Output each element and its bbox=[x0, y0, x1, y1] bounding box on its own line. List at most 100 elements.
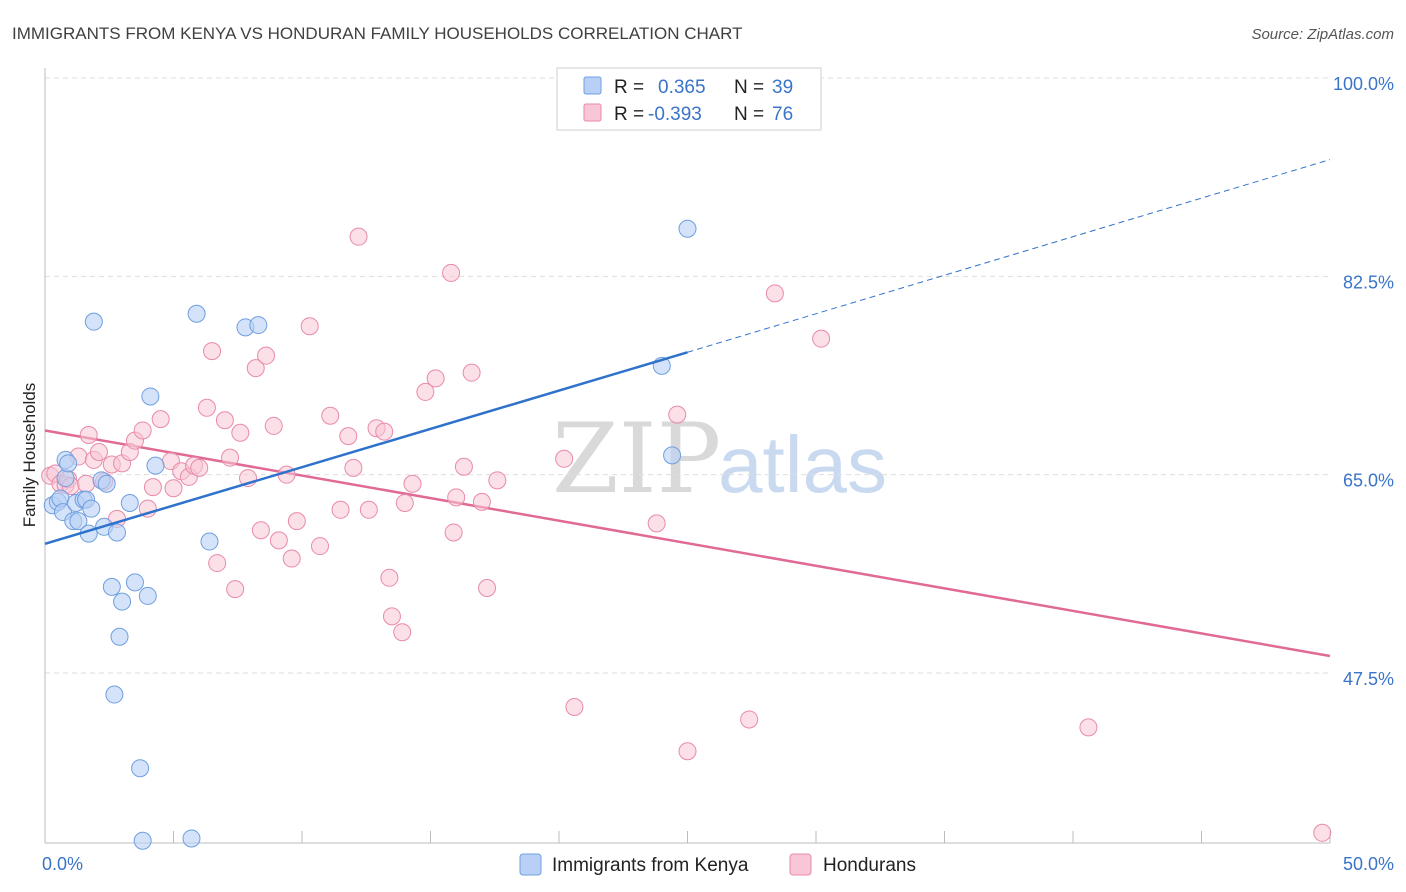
honduran-legend-swatch bbox=[583, 103, 602, 122]
honduran-point bbox=[359, 500, 378, 519]
honduran-point bbox=[231, 423, 250, 442]
honduran-n-value: 76 bbox=[772, 104, 793, 125]
honduran-point bbox=[226, 580, 245, 599]
honduran-point bbox=[89, 443, 108, 461]
honduran-point bbox=[765, 284, 784, 303]
honduran-point bbox=[257, 346, 276, 365]
series-legend-kenya-swatch bbox=[519, 853, 542, 876]
honduran-point bbox=[454, 457, 473, 476]
honduran-point bbox=[151, 410, 170, 429]
kenya-point bbox=[678, 219, 697, 238]
y-tick-label-1: 65.0% bbox=[1343, 471, 1394, 491]
series-legend-kenya-label: Immigrants from Kenya bbox=[552, 855, 749, 876]
honduran-point bbox=[300, 317, 319, 336]
kenya-point bbox=[105, 685, 124, 704]
honduran-point bbox=[197, 398, 216, 417]
honduran-point bbox=[287, 512, 306, 531]
honduran-point bbox=[321, 406, 340, 425]
kenya-point bbox=[133, 831, 152, 850]
honduran-point bbox=[382, 607, 401, 626]
kenya-point bbox=[187, 304, 206, 323]
kenya-point bbox=[56, 469, 75, 488]
x-tick-label-min: 0.0% bbox=[42, 854, 83, 874]
honduran-point bbox=[472, 492, 491, 511]
honduran-point bbox=[555, 449, 574, 468]
kenya-r-label: R = bbox=[614, 77, 644, 98]
honduran-point bbox=[462, 363, 481, 382]
x-tick-label-max: 50.0% bbox=[1343, 854, 1394, 874]
honduran-point bbox=[190, 458, 209, 477]
honduran-point bbox=[143, 478, 162, 497]
honduran-points bbox=[41, 227, 1332, 842]
kenya-point bbox=[69, 512, 88, 531]
kenya-point bbox=[59, 454, 78, 473]
axes bbox=[44, 68, 1331, 844]
kenya-trend-extension bbox=[687, 159, 1331, 353]
kenya-n-value: 39 bbox=[772, 77, 793, 98]
honduran-point bbox=[1313, 823, 1332, 842]
honduran-point bbox=[478, 579, 497, 597]
honduran-point bbox=[269, 531, 288, 550]
series-legend-honduran-swatch bbox=[789, 853, 812, 876]
y-tick-label-2: 82.5% bbox=[1343, 272, 1394, 292]
honduran-point bbox=[331, 500, 350, 519]
kenya-point bbox=[110, 627, 129, 646]
chart-source: Source: ZipAtlas.com bbox=[1251, 26, 1394, 43]
honduran-point bbox=[133, 421, 152, 440]
kenya-point bbox=[113, 592, 132, 611]
honduran-point bbox=[246, 359, 265, 378]
y-tick-label-3: 100.0% bbox=[1333, 74, 1394, 94]
honduran-point bbox=[812, 329, 831, 348]
honduran-point bbox=[442, 263, 461, 282]
kenya-point bbox=[125, 573, 144, 592]
kenya-point bbox=[97, 474, 116, 493]
series-legend: Immigrants from Kenya Hondurans bbox=[519, 853, 916, 876]
honduran-point bbox=[264, 416, 283, 435]
honduran-point bbox=[444, 523, 463, 542]
kenya-point bbox=[120, 494, 139, 512]
honduran-point bbox=[349, 227, 368, 246]
honduran-point bbox=[164, 479, 183, 498]
honduran-point bbox=[447, 488, 466, 507]
honduran-n-label: N = bbox=[734, 104, 764, 125]
kenya-legend-swatch bbox=[583, 76, 602, 95]
honduran-point bbox=[339, 427, 358, 446]
stats-legend: R = 0.365 N = 39 R = -0.393 N = 76 bbox=[556, 67, 822, 131]
honduran-point bbox=[215, 411, 234, 430]
honduran-point bbox=[565, 698, 584, 716]
kenya-points bbox=[43, 219, 697, 850]
honduran-point bbox=[77, 474, 96, 493]
honduran-point bbox=[678, 742, 697, 761]
honduran-r-value: -0.393 bbox=[648, 104, 702, 125]
honduran-point bbox=[221, 448, 240, 467]
honduran-point bbox=[375, 422, 394, 441]
watermark-atlas: atlas bbox=[718, 420, 887, 509]
honduran-point bbox=[1079, 718, 1098, 737]
honduran-point bbox=[344, 458, 363, 477]
kenya-n-label: N = bbox=[734, 77, 764, 98]
kenya-point bbox=[102, 577, 121, 596]
honduran-point bbox=[79, 426, 98, 444]
kenya-point bbox=[182, 829, 201, 848]
kenya-point bbox=[141, 387, 160, 406]
honduran-point bbox=[393, 623, 412, 642]
series-legend-honduran-label: Hondurans bbox=[823, 855, 916, 876]
honduran-point bbox=[488, 471, 507, 490]
kenya-point bbox=[107, 523, 126, 542]
kenya-point bbox=[146, 456, 165, 475]
honduran-point bbox=[251, 521, 270, 540]
honduran-point bbox=[647, 514, 666, 533]
honduran-point bbox=[426, 369, 445, 388]
watermark: ZIP atlas bbox=[552, 403, 887, 515]
y-axis-label: Family Households bbox=[20, 383, 39, 528]
y-tick-labels: 47.5% 65.0% 82.5% 100.0% bbox=[1333, 74, 1394, 689]
watermark-zip: ZIP bbox=[552, 403, 721, 515]
kenya-r-value: 0.365 bbox=[658, 77, 706, 98]
kenya-point bbox=[131, 759, 150, 778]
kenya-point bbox=[138, 586, 157, 605]
kenya-point bbox=[663, 446, 682, 465]
honduran-point bbox=[668, 405, 687, 424]
honduran-point bbox=[395, 494, 414, 512]
honduran-point bbox=[310, 537, 329, 556]
